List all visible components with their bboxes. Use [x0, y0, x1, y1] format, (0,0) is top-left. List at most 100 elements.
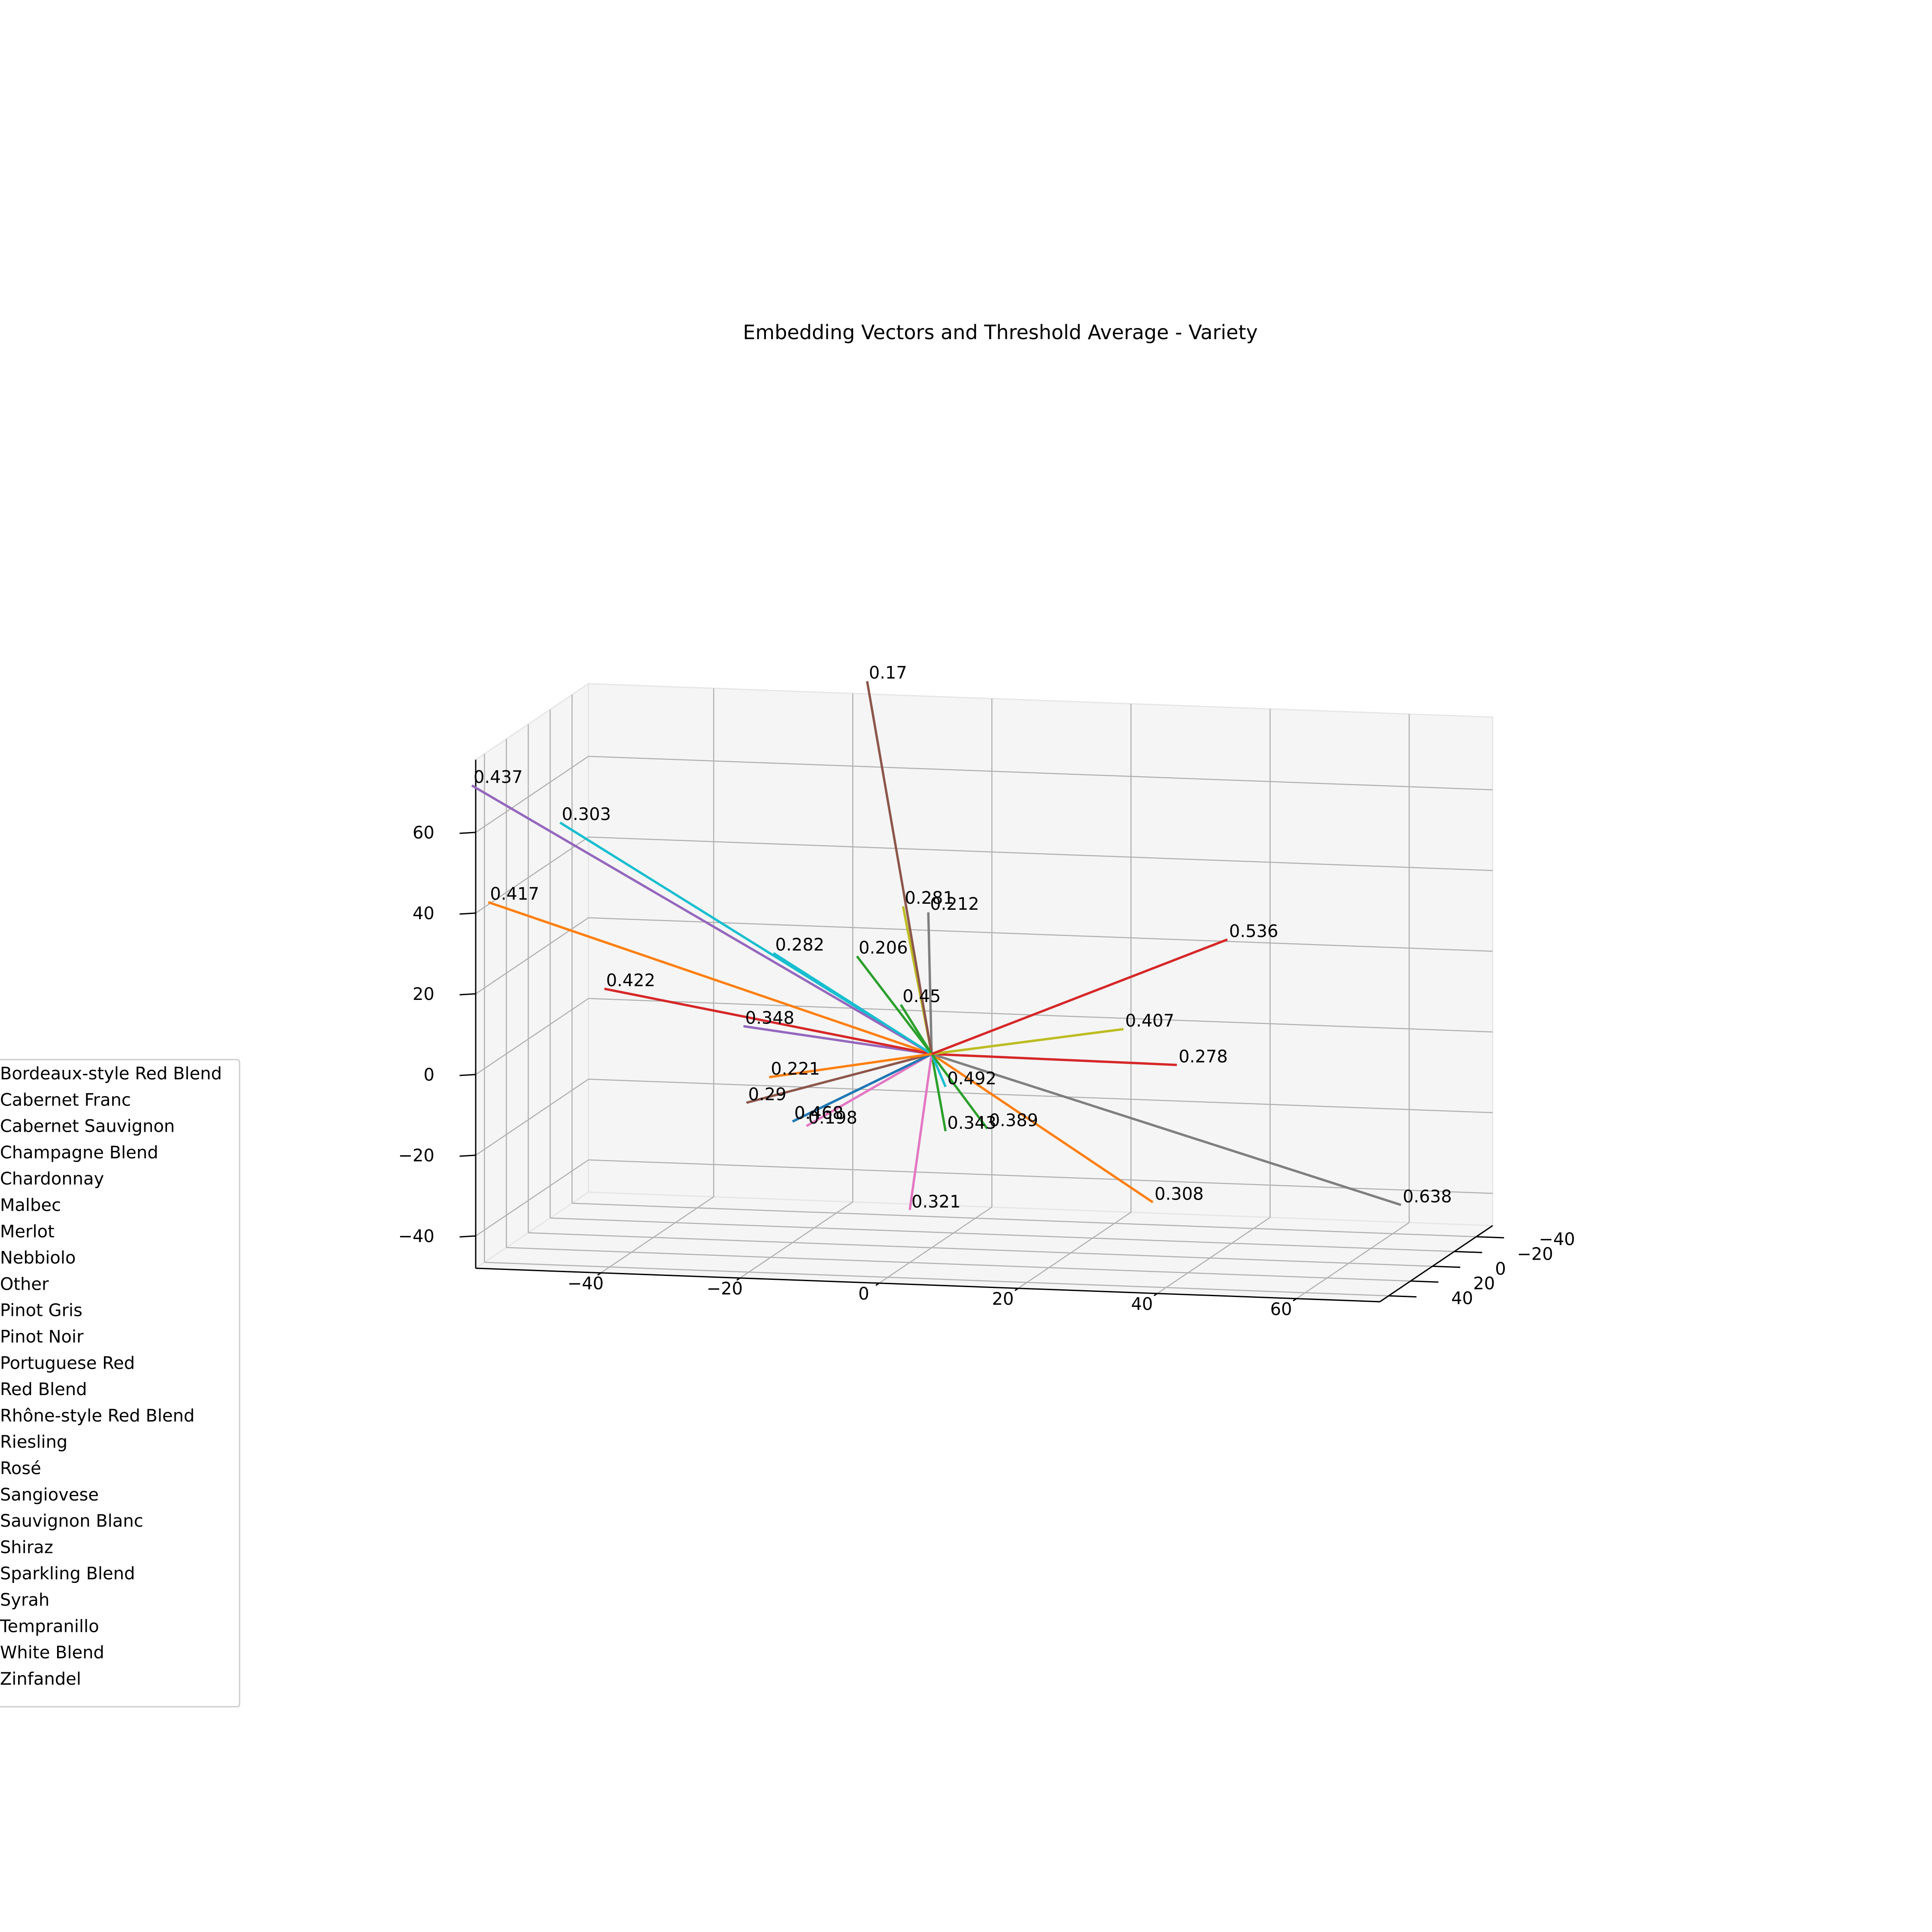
grid-line — [588, 1078, 1493, 1113]
grid-line — [588, 836, 1493, 871]
z-tick-label: 40 — [413, 904, 434, 923]
legend-entry: Nebbiolo — [0, 1248, 76, 1268]
y-tick — [1476, 1236, 1504, 1239]
vector-value-label: 0.206 — [859, 938, 908, 958]
vector-line — [769, 1053, 932, 1078]
vector-value-label: 0.198 — [808, 1108, 857, 1128]
vector-line — [931, 1053, 1154, 1203]
vector-line — [488, 901, 932, 1055]
x-tick-label: −40 — [568, 1274, 604, 1294]
grid-line — [475, 998, 589, 1075]
grid-line — [475, 756, 589, 833]
vector-value-label: 0.308 — [1154, 1184, 1204, 1204]
legend-entry: Merlot — [0, 1222, 55, 1242]
legend-entry: Riesling — [0, 1432, 67, 1452]
vector-value-label: 0.321 — [911, 1192, 961, 1212]
legend-entry: Rhône-style Red Blend — [0, 1406, 194, 1426]
vector-value-label: 0.303 — [562, 805, 611, 824]
vector-line — [471, 784, 933, 1055]
z-tick — [459, 832, 476, 834]
vector-value-label: 0.417 — [490, 884, 539, 904]
vector-value-label: 0.437 — [474, 768, 523, 787]
x-tick — [736, 1277, 741, 1281]
vector-labels: 0.4680.3080.3430.2780.3480.290.1980.2120… — [474, 663, 1452, 1212]
x-tick — [1015, 1288, 1019, 1291]
grid-line — [588, 1159, 1493, 1194]
vector-line — [908, 1054, 933, 1210]
vector-value-label: 0.389 — [989, 1111, 1039, 1130]
vector-line — [866, 681, 933, 1054]
vector-value-label: 0.17 — [869, 663, 907, 683]
vector-value-label: 0.281 — [905, 888, 954, 908]
x-tick-label: 60 — [1270, 1300, 1292, 1319]
grid-line — [588, 917, 1493, 952]
vector-line — [927, 912, 933, 1054]
legend-entry: Sparkling Blend — [0, 1564, 135, 1584]
legend-entry: Other — [0, 1274, 49, 1294]
grid-line — [475, 1078, 589, 1156]
vector-value-label: 0.348 — [745, 1008, 795, 1028]
vector-line — [930, 1053, 988, 1130]
x-tick-label: 40 — [1131, 1294, 1153, 1314]
vector-line — [746, 1053, 932, 1104]
vector-line — [773, 952, 933, 1055]
vector-line — [931, 1053, 1177, 1066]
y-tick — [1432, 1265, 1461, 1268]
x-tick-label: 0 — [858, 1284, 869, 1304]
legend-entry: Pinot Noir — [0, 1327, 84, 1347]
vector-value-label: 0.492 — [947, 1069, 996, 1088]
legend-entry: Champagne Blend — [0, 1143, 158, 1163]
vector-value-label: 0.45 — [902, 987, 941, 1006]
vector-line — [931, 938, 1228, 1055]
x-tick — [597, 1272, 601, 1276]
z-tick-label: −40 — [398, 1227, 434, 1246]
vector-line — [930, 1054, 947, 1132]
grid-line — [506, 1247, 1411, 1282]
x-tick — [1293, 1298, 1297, 1302]
grid-line — [475, 836, 589, 914]
grid-line — [550, 1217, 1455, 1252]
vector-value-label: 0.278 — [1179, 1047, 1228, 1066]
vector-value-label: 0.536 — [1229, 921, 1279, 941]
vector-line — [743, 1025, 932, 1055]
vector-value-label: 0.221 — [771, 1059, 820, 1079]
back-pane — [588, 683, 1494, 1227]
vector-value-label: 0.638 — [1403, 1187, 1452, 1207]
vector-line — [931, 1028, 1124, 1055]
grid-line — [588, 756, 1493, 790]
vector-line — [806, 1053, 933, 1127]
grid-line — [600, 1196, 714, 1273]
y-tick-label: −20 — [1517, 1244, 1553, 1264]
x-tick — [875, 1282, 880, 1286]
vector-value-label: 0.343 — [947, 1113, 996, 1133]
vector-line — [931, 1053, 1402, 1206]
grid-line — [588, 998, 1493, 1033]
legend-entry: Shiraz — [0, 1537, 53, 1557]
legend-entry: Pinot Gris — [0, 1301, 82, 1321]
legend-entry: Cabernet Sauvignon — [0, 1117, 175, 1136]
z-tick-label: 20 — [413, 984, 434, 1004]
y-tick-label: −40 — [1539, 1230, 1575, 1249]
x-tick-label: 20 — [992, 1289, 1014, 1309]
y-tick — [1410, 1280, 1439, 1283]
grid-line — [878, 1206, 992, 1284]
legend-box — [0, 1059, 240, 1707]
chart-title: Embedding Vectors and Threshold Average … — [743, 321, 1258, 344]
legend-entry: Sangiovese — [0, 1485, 99, 1505]
legend-entry: White Blend — [0, 1643, 104, 1663]
y-tick — [1388, 1295, 1417, 1298]
x-tick — [1154, 1293, 1158, 1297]
axes-panes — [474, 682, 1495, 1303]
legend-entry: Sauvignon Blanc — [0, 1511, 143, 1531]
axes-lines — [475, 759, 1493, 1303]
legend-entry: Portuguese Red — [0, 1353, 135, 1373]
vector-line — [792, 1053, 933, 1123]
grid-line — [1018, 1212, 1131, 1289]
z-tick-label: 0 — [423, 1065, 434, 1085]
grid-line — [484, 1261, 1389, 1297]
z-tick-label: 60 — [413, 823, 434, 843]
y-tick-label: 0 — [1495, 1259, 1506, 1279]
vector-value-label: 0.407 — [1125, 1011, 1175, 1031]
grid-line — [1157, 1217, 1270, 1294]
